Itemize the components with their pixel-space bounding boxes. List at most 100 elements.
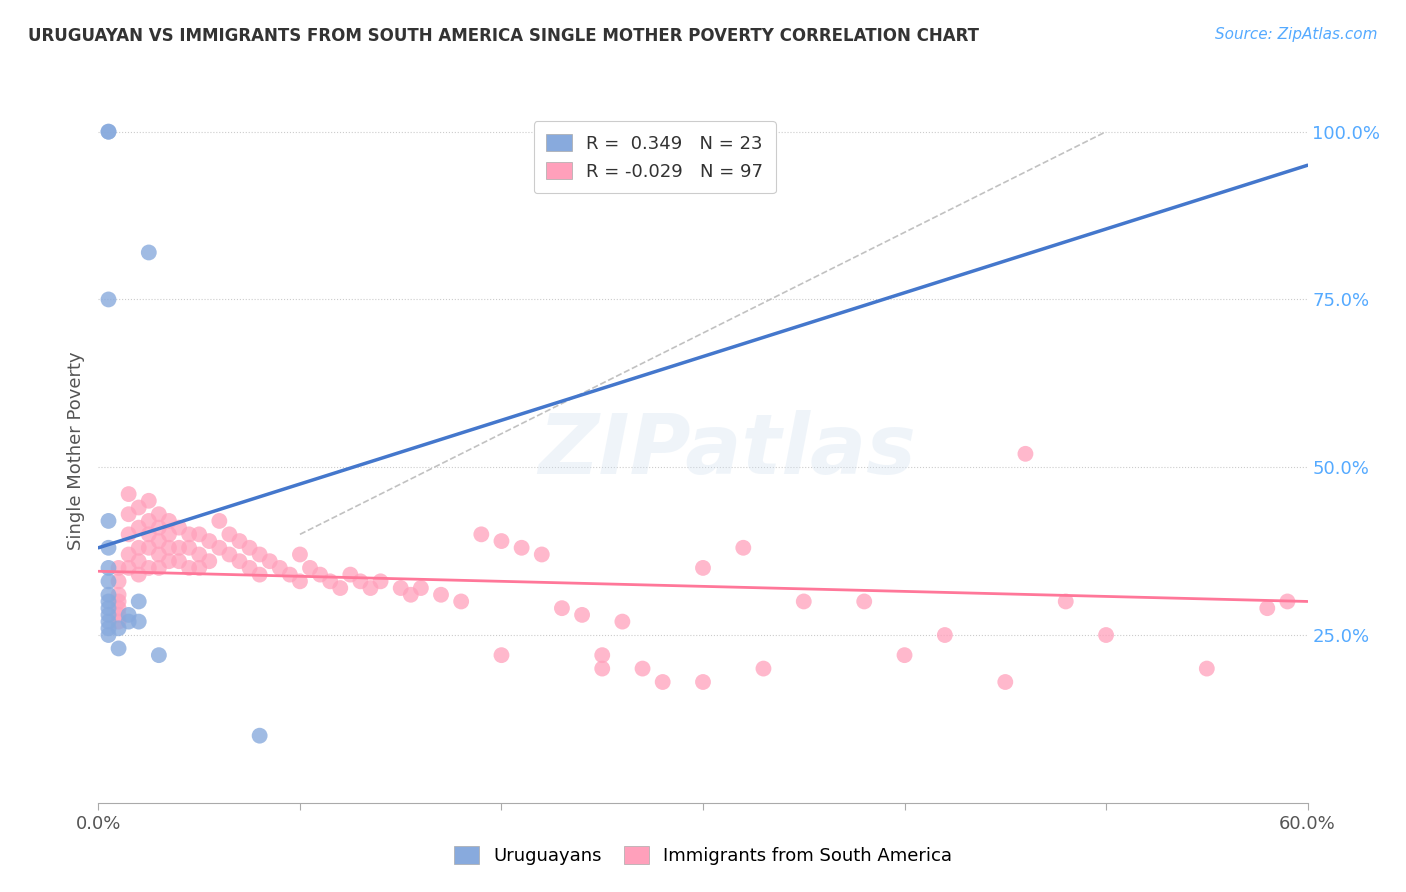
Point <box>309 567 332 582</box>
Point <box>692 561 714 575</box>
Point <box>934 628 956 642</box>
Point <box>148 534 170 549</box>
Point <box>97 615 120 629</box>
Point <box>228 534 250 549</box>
Point <box>157 541 180 555</box>
Point <box>571 607 593 622</box>
Point <box>128 615 150 629</box>
Point <box>138 561 160 575</box>
Legend: R =  0.349   N = 23, R = -0.029   N = 97: R = 0.349 N = 23, R = -0.029 N = 97 <box>534 121 776 194</box>
Point <box>239 561 262 575</box>
Point <box>118 527 141 541</box>
Point <box>97 293 120 307</box>
Point <box>319 574 342 589</box>
Point <box>188 527 211 541</box>
Point <box>118 487 141 501</box>
Point <box>138 527 160 541</box>
Point <box>157 514 180 528</box>
Point <box>107 641 129 656</box>
Point <box>430 588 453 602</box>
Point <box>228 554 250 568</box>
Point <box>167 521 190 535</box>
Point <box>128 541 150 555</box>
Point <box>612 615 634 629</box>
Point <box>97 514 120 528</box>
Point <box>239 541 262 555</box>
Point <box>118 607 141 622</box>
Text: Source: ZipAtlas.com: Source: ZipAtlas.com <box>1215 27 1378 42</box>
Point <box>188 561 211 575</box>
Y-axis label: Single Mother Poverty: Single Mother Poverty <box>66 351 84 549</box>
Point <box>360 581 382 595</box>
Point <box>157 527 180 541</box>
Point <box>249 729 271 743</box>
Point <box>97 541 120 555</box>
Point <box>198 534 221 549</box>
Point <box>107 601 129 615</box>
Point <box>491 534 513 549</box>
Point <box>128 554 150 568</box>
Point <box>167 554 190 568</box>
Point <box>138 493 160 508</box>
Point <box>157 554 180 568</box>
Point <box>249 567 271 582</box>
Point <box>299 561 322 575</box>
Point <box>218 548 240 562</box>
Point <box>97 561 120 575</box>
Point <box>107 588 129 602</box>
Point <box>733 541 755 555</box>
Point <box>148 561 170 575</box>
Point <box>389 581 412 595</box>
Point <box>97 601 120 615</box>
Point <box>148 648 170 662</box>
Point <box>138 245 160 260</box>
Point <box>218 527 240 541</box>
Point <box>179 541 201 555</box>
Point <box>118 548 141 562</box>
Point <box>994 675 1017 690</box>
Point <box>450 594 472 608</box>
Point <box>288 548 311 562</box>
Point <box>167 541 190 555</box>
Point <box>97 588 120 602</box>
Point <box>97 125 120 139</box>
Point <box>118 507 141 521</box>
Point <box>1195 662 1218 676</box>
Point <box>470 527 492 541</box>
Point <box>409 581 432 595</box>
Point <box>198 554 221 568</box>
Point <box>188 548 211 562</box>
Point <box>148 507 170 521</box>
Point <box>1014 447 1036 461</box>
Text: URUGUAYAN VS IMMIGRANTS FROM SOUTH AMERICA SINGLE MOTHER POVERTY CORRELATION CHA: URUGUAYAN VS IMMIGRANTS FROM SOUTH AMERI… <box>28 27 979 45</box>
Point <box>651 675 673 690</box>
Point <box>107 574 129 589</box>
Point <box>893 648 915 662</box>
Point <box>510 541 533 555</box>
Point <box>179 527 201 541</box>
Point <box>97 125 120 139</box>
Point <box>97 621 120 635</box>
Point <box>128 521 150 535</box>
Point <box>329 581 352 595</box>
Point <box>259 554 281 568</box>
Point <box>148 548 170 562</box>
Point <box>208 541 231 555</box>
Point <box>97 594 120 608</box>
Point <box>349 574 371 589</box>
Point <box>1256 601 1278 615</box>
Point <box>269 561 291 575</box>
Point <box>97 574 120 589</box>
Point <box>107 607 129 622</box>
Point <box>249 548 271 562</box>
Point <box>128 567 150 582</box>
Point <box>107 594 129 608</box>
Point <box>118 615 141 629</box>
Point <box>138 541 160 555</box>
Point <box>692 675 714 690</box>
Point <box>179 561 201 575</box>
Point <box>148 521 170 535</box>
Point <box>288 574 311 589</box>
Point <box>591 648 613 662</box>
Point <box>370 574 392 589</box>
